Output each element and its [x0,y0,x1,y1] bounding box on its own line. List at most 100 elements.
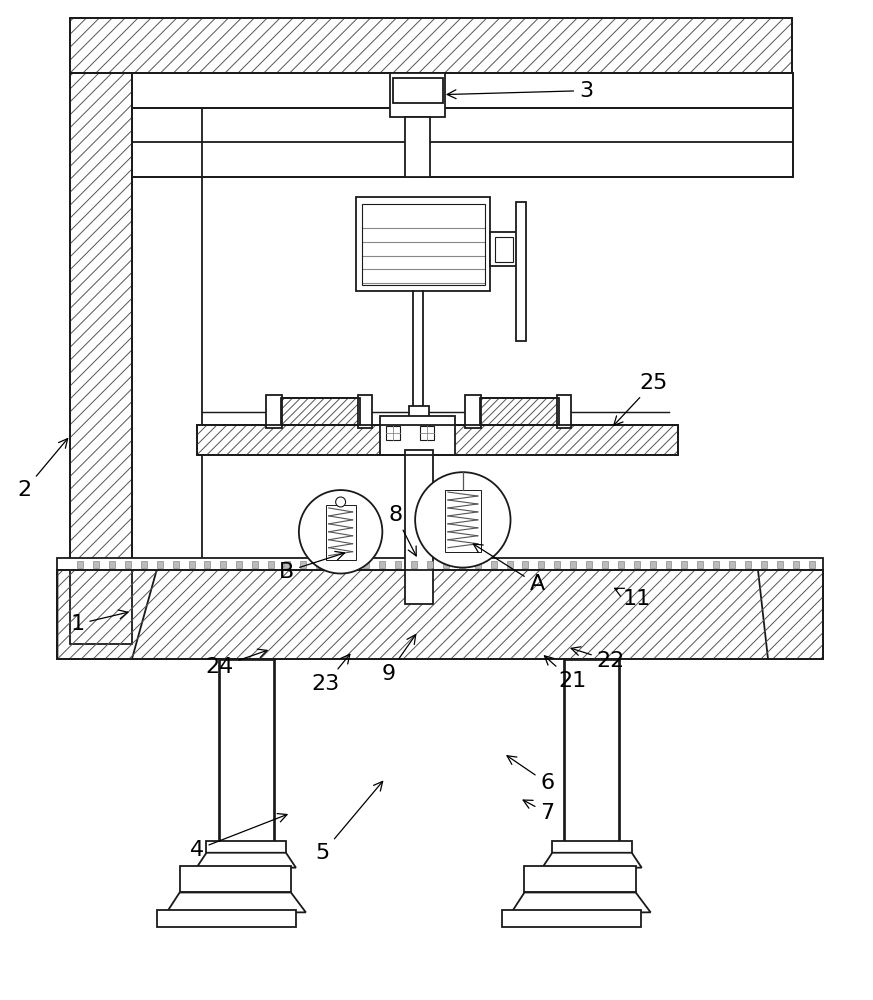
Polygon shape [58,570,157,659]
Text: 1: 1 [70,610,127,634]
Bar [220,561,226,568]
Bar [634,561,640,568]
Bar [490,232,518,266]
Bar [332,561,338,568]
Circle shape [299,490,382,574]
Bar [219,659,274,843]
Bar [405,450,433,604]
Polygon shape [167,892,306,912]
Text: 7: 7 [523,800,554,823]
Bar [525,866,636,892]
Polygon shape [542,853,642,868]
Bar [141,561,147,568]
Bar [602,561,608,568]
Bar [491,561,497,568]
Bar [326,505,355,560]
Text: 22: 22 [571,647,625,671]
Bar [132,108,793,177]
Bar [557,395,571,428]
Bar [502,910,641,927]
Bar [427,561,433,568]
Text: 24: 24 [205,649,267,677]
Bar [78,561,83,568]
Circle shape [416,472,511,568]
Bar [564,659,619,843]
Bar [173,561,179,568]
Bar [395,561,402,568]
Text: 2: 2 [17,439,68,500]
Bar [71,73,132,644]
Text: 21: 21 [545,656,587,691]
Text: B: B [279,551,345,582]
Bar [387,426,400,440]
Bar [650,561,656,568]
Bar [58,558,822,570]
Bar [393,78,443,103]
Bar [71,73,132,644]
Circle shape [335,497,346,507]
Bar [445,490,481,552]
Bar [93,561,100,568]
Bar [362,204,485,285]
Bar [109,561,115,568]
Text: 23: 23 [312,654,350,694]
Bar [284,561,290,568]
Bar [196,425,678,455]
Text: 8: 8 [388,505,416,556]
Bar [761,561,766,568]
Bar [359,395,373,428]
Bar [316,561,322,568]
Bar [204,561,210,568]
Bar [665,561,671,568]
Bar [299,561,306,568]
Bar [157,561,162,568]
Bar [125,561,131,568]
Text: 4: 4 [189,814,287,860]
Bar [522,561,528,568]
Text: 11: 11 [615,588,651,609]
Bar [777,561,783,568]
Bar [553,841,632,853]
Text: 6: 6 [507,756,554,793]
Bar [157,910,296,927]
Polygon shape [196,853,296,868]
Polygon shape [758,570,822,659]
Bar [347,561,354,568]
Bar [58,570,822,659]
Text: A: A [473,544,545,594]
Bar [539,561,544,568]
Bar [390,73,445,117]
Bar [381,416,455,455]
Bar [189,561,195,568]
Polygon shape [512,892,650,912]
Bar [480,398,560,425]
Bar [420,426,434,440]
Bar [252,561,258,568]
Bar [132,73,793,108]
Bar [363,561,369,568]
Bar [682,561,687,568]
Bar [793,561,799,568]
Bar [729,561,735,568]
Bar [281,398,361,425]
Bar [459,561,464,568]
Bar [475,561,481,568]
Text: 25: 25 [614,373,668,425]
Bar [570,561,576,568]
Bar [268,561,274,568]
Bar [586,561,592,568]
Bar [71,18,792,73]
Bar [618,561,624,568]
Bar [745,561,751,568]
Text: 5: 5 [316,781,382,863]
Bar [196,425,678,455]
Bar [58,570,822,659]
Bar [517,202,526,341]
Bar [237,561,242,568]
Bar [506,561,512,568]
Bar [207,841,286,853]
Bar [180,866,291,892]
Bar [281,398,361,425]
Bar [266,395,282,428]
Bar [380,561,385,568]
